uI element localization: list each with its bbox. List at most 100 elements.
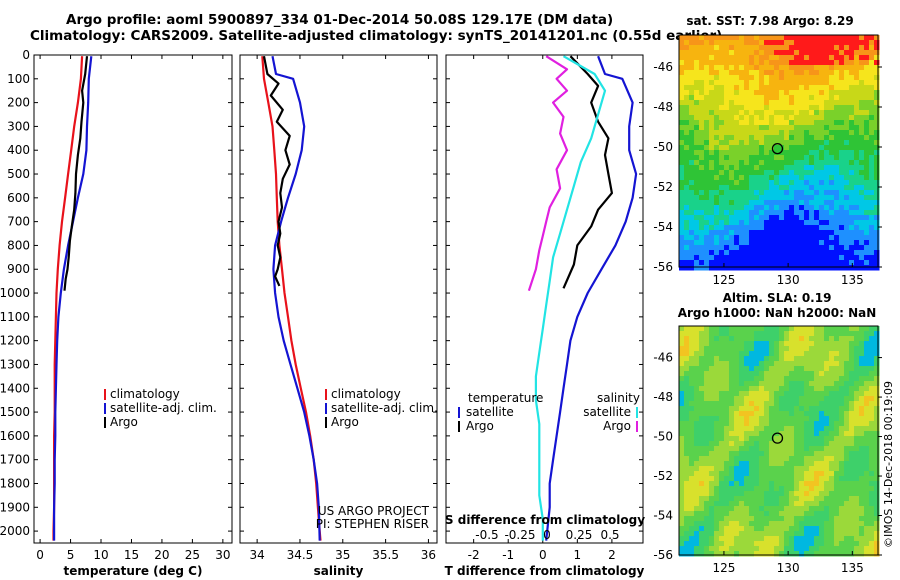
map-cell bbox=[719, 230, 725, 236]
map-cell bbox=[719, 165, 725, 171]
map-cell bbox=[724, 215, 730, 221]
map-cell bbox=[709, 446, 715, 452]
map-cell bbox=[809, 115, 815, 121]
map-cell bbox=[854, 481, 860, 487]
map-cell bbox=[809, 491, 815, 497]
map-cell bbox=[774, 120, 780, 126]
legend-label: satellite-adj. clim. bbox=[110, 401, 217, 415]
map-cell bbox=[829, 85, 835, 91]
map-cell bbox=[834, 326, 840, 332]
map-cell bbox=[734, 160, 740, 166]
map-cell bbox=[839, 245, 845, 251]
map-cell bbox=[764, 80, 770, 86]
map-cell bbox=[689, 486, 695, 492]
map-cell bbox=[754, 526, 760, 532]
map-cell bbox=[874, 496, 880, 502]
map-cell bbox=[744, 145, 750, 151]
map-cell bbox=[739, 110, 745, 116]
map-cell bbox=[814, 521, 820, 527]
map-cell bbox=[739, 225, 745, 231]
map-cell bbox=[719, 85, 725, 91]
map-cell bbox=[849, 50, 855, 56]
map-cell bbox=[789, 461, 795, 467]
map-cell bbox=[824, 516, 830, 522]
map-cell bbox=[844, 446, 850, 452]
map-cell bbox=[844, 245, 850, 251]
map-cell bbox=[714, 486, 720, 492]
map-cell bbox=[729, 110, 735, 116]
map-cell bbox=[854, 466, 860, 472]
map-cell bbox=[789, 230, 795, 236]
map-cell bbox=[829, 45, 835, 51]
map-cell bbox=[694, 521, 700, 527]
map-cell bbox=[874, 120, 880, 126]
map-cell bbox=[729, 446, 735, 452]
map-cell bbox=[794, 80, 800, 86]
map-cell bbox=[859, 245, 865, 251]
map-cell bbox=[764, 165, 770, 171]
map-cell bbox=[814, 140, 820, 146]
map-cell bbox=[824, 125, 830, 131]
map-cell bbox=[874, 175, 880, 181]
map-cell bbox=[749, 461, 755, 467]
map-cell bbox=[694, 245, 700, 251]
map-cell bbox=[699, 250, 705, 256]
map-cell bbox=[719, 356, 725, 362]
map-cell bbox=[684, 250, 690, 256]
map-cell bbox=[774, 95, 780, 101]
map-cell bbox=[849, 481, 855, 487]
map-cell bbox=[864, 260, 870, 266]
secondary-tick-label: -0.5 bbox=[475, 528, 498, 542]
map-cell bbox=[804, 406, 810, 412]
map-cell bbox=[699, 341, 705, 347]
map-cell bbox=[794, 145, 800, 151]
map-cell bbox=[839, 461, 845, 467]
y-tick-label: -52 bbox=[653, 180, 673, 194]
map-cell bbox=[774, 441, 780, 447]
map-cell bbox=[744, 406, 750, 412]
map-cell bbox=[874, 451, 880, 457]
map-cell bbox=[869, 506, 875, 512]
map-cell bbox=[834, 175, 840, 181]
map-cell bbox=[739, 35, 745, 41]
map-cell bbox=[799, 526, 805, 532]
map-cell bbox=[679, 541, 685, 547]
map-cell bbox=[859, 516, 865, 522]
map-cell bbox=[814, 551, 820, 557]
map-cell bbox=[789, 536, 795, 542]
map-cell bbox=[814, 200, 820, 206]
map-cell bbox=[724, 336, 730, 342]
panel-difference: -2 -1 0 1 2T difference from climatology bbox=[445, 54, 645, 578]
map-cell bbox=[859, 65, 865, 71]
map-cell bbox=[874, 431, 880, 437]
map-cell bbox=[849, 401, 855, 407]
map-cell bbox=[769, 200, 775, 206]
map-cell bbox=[759, 536, 765, 542]
map-cell bbox=[724, 140, 730, 146]
map-cell bbox=[679, 426, 685, 432]
map-cell bbox=[814, 421, 820, 427]
map-cell bbox=[684, 220, 690, 226]
map-cell bbox=[689, 546, 695, 552]
map-cell bbox=[834, 431, 840, 437]
map-cell bbox=[874, 205, 880, 211]
map-cell bbox=[734, 371, 740, 377]
map-cell bbox=[784, 70, 790, 76]
map-cell bbox=[729, 225, 735, 231]
map-cell bbox=[684, 185, 690, 191]
map-cell bbox=[829, 225, 835, 231]
map-cell bbox=[824, 536, 830, 542]
map-cell bbox=[724, 160, 730, 166]
map-cell bbox=[679, 421, 685, 427]
map-cell bbox=[714, 90, 720, 96]
map-cell bbox=[859, 356, 865, 362]
map-cell bbox=[819, 55, 825, 61]
map-cell bbox=[794, 110, 800, 116]
map-cell bbox=[734, 205, 740, 211]
map-cell bbox=[764, 546, 770, 552]
map-cell bbox=[769, 40, 775, 46]
map-cell bbox=[729, 536, 735, 542]
map-cell bbox=[714, 160, 720, 166]
map-cell bbox=[739, 220, 745, 226]
map-cell bbox=[834, 391, 840, 397]
